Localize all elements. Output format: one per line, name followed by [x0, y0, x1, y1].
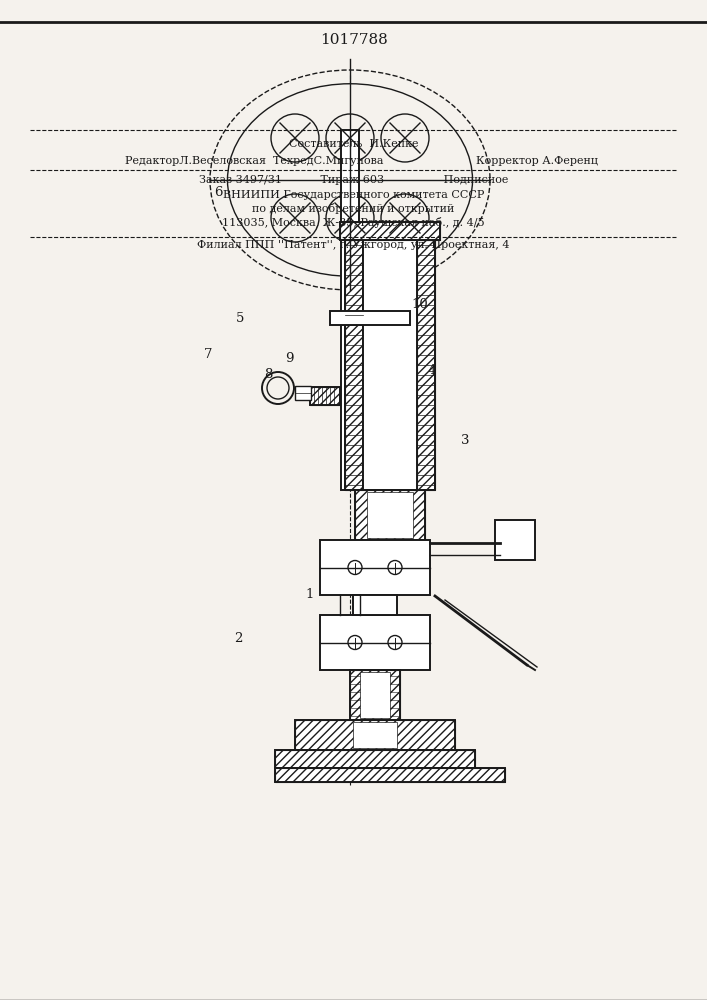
- Bar: [495, 520, 535, 560]
- Text: по делам изобретений и открытий: по делам изобретений и открытий: [252, 204, 455, 215]
- Text: 10: 10: [411, 298, 428, 312]
- Bar: [295, 720, 455, 750]
- Text: 1: 1: [306, 588, 314, 601]
- Bar: [417, 240, 435, 490]
- Bar: [341, 130, 359, 490]
- Circle shape: [348, 560, 362, 574]
- Circle shape: [262, 372, 294, 404]
- Circle shape: [348, 636, 362, 650]
- Bar: [320, 615, 430, 670]
- Text: 5: 5: [236, 312, 244, 324]
- Text: Составитель  И.Кепке: Составитель И.Кепке: [288, 139, 419, 149]
- Bar: [345, 240, 435, 490]
- Bar: [275, 768, 505, 782]
- Text: 6: 6: [214, 186, 222, 200]
- Bar: [345, 240, 363, 490]
- Circle shape: [388, 636, 402, 650]
- Circle shape: [388, 560, 402, 574]
- Bar: [345, 240, 363, 490]
- Bar: [310, 387, 340, 405]
- Circle shape: [267, 377, 289, 399]
- Text: 4: 4: [428, 363, 436, 376]
- Text: ВНИИПИ Государственного комитета СССР: ВНИИПИ Государственного комитета СССР: [223, 190, 484, 200]
- Text: 2: 2: [234, 632, 243, 645]
- Ellipse shape: [228, 84, 472, 276]
- Bar: [360, 672, 390, 718]
- Bar: [320, 540, 430, 595]
- Bar: [353, 722, 397, 748]
- Bar: [340, 222, 440, 240]
- Bar: [363, 240, 417, 490]
- Text: 9: 9: [285, 352, 293, 364]
- Text: 3: 3: [461, 434, 469, 446]
- Bar: [417, 240, 435, 490]
- Bar: [275, 750, 475, 768]
- Bar: [367, 492, 413, 538]
- Text: Филиал ППП ''Патент'', г. Ужгород, ул. Проектная, 4: Филиал ППП ''Патент'', г. Ужгород, ул. П…: [197, 240, 510, 250]
- Bar: [275, 750, 475, 768]
- Circle shape: [271, 194, 319, 242]
- Bar: [350, 670, 400, 720]
- Circle shape: [326, 114, 374, 162]
- Bar: [330, 311, 410, 325]
- Bar: [355, 490, 425, 540]
- Text: Заказ 3497/31           Тираж 603                 Подписное: Заказ 3497/31 Тираж 603 Подписное: [199, 175, 508, 185]
- Text: 7: 7: [204, 349, 212, 361]
- Circle shape: [381, 114, 429, 162]
- Bar: [310, 387, 340, 405]
- Bar: [295, 720, 455, 750]
- Bar: [353, 595, 397, 615]
- Bar: [340, 222, 440, 240]
- Text: Корректор А.Ференц: Корректор А.Ференц: [477, 156, 598, 166]
- Text: 1017788: 1017788: [320, 33, 387, 47]
- Text: 113035, Москва, Ж-35, Раушская наб., д. 4/5: 113035, Москва, Ж-35, Раушская наб., д. …: [222, 218, 485, 229]
- Text: РедакторЛ.Веселовская  ТехредС.Мигунова: РедакторЛ.Веселовская ТехредС.Мигунова: [125, 156, 384, 166]
- Bar: [295, 386, 311, 400]
- Circle shape: [342, 172, 358, 188]
- Circle shape: [381, 194, 429, 242]
- Text: 8: 8: [264, 368, 272, 381]
- Bar: [275, 768, 505, 782]
- Circle shape: [326, 194, 374, 242]
- Bar: [355, 490, 425, 540]
- Circle shape: [271, 114, 319, 162]
- Bar: [350, 670, 400, 720]
